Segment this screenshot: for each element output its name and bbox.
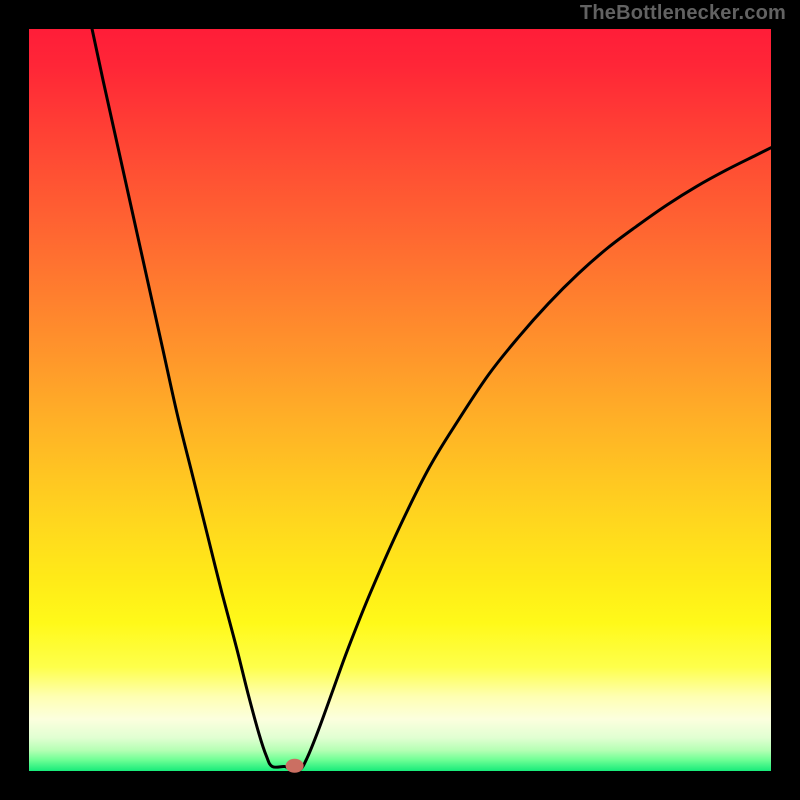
bottleneck-chart bbox=[0, 0, 800, 800]
watermark-label: TheBottlenecker.com bbox=[580, 2, 786, 25]
optimal-point-marker bbox=[286, 759, 304, 773]
chart-container: TheBottlenecker.com bbox=[0, 0, 800, 800]
plot-background bbox=[29, 29, 771, 771]
